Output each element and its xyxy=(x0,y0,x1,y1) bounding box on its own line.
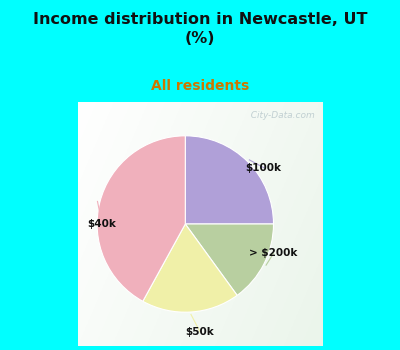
Text: Income distribution in Newcastle, UT
(%): Income distribution in Newcastle, UT (%) xyxy=(33,12,367,46)
Text: $40k: $40k xyxy=(88,219,116,229)
Text: $50k: $50k xyxy=(186,327,214,337)
Text: > $200k: > $200k xyxy=(249,248,298,258)
Wedge shape xyxy=(97,136,185,301)
Wedge shape xyxy=(185,136,274,224)
Wedge shape xyxy=(185,224,274,295)
Text: City-Data.com: City-Data.com xyxy=(245,111,315,120)
Wedge shape xyxy=(143,224,237,312)
Text: All residents: All residents xyxy=(151,79,249,93)
Text: $100k: $100k xyxy=(246,163,282,173)
